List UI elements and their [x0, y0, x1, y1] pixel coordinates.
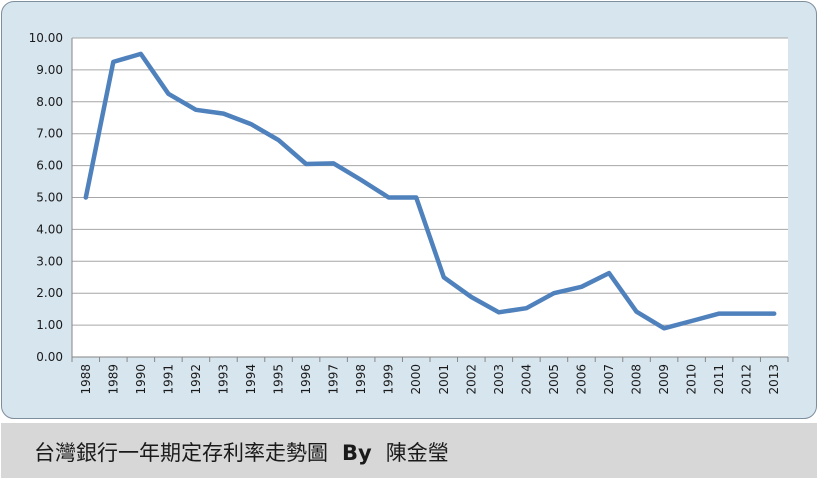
y-tick-label: 7.00	[36, 127, 63, 141]
x-tick-label: 1996	[299, 364, 313, 395]
y-tick-label: 3.00	[36, 254, 63, 268]
x-tick-label: 1995	[272, 364, 286, 395]
x-tick-label: 1999	[382, 364, 396, 395]
x-tick-label: 2003	[492, 364, 506, 395]
x-tick-label: 1988	[79, 364, 93, 395]
x-tick-label: 1991	[161, 364, 175, 395]
y-tick-label: 2.00	[36, 286, 63, 300]
x-tick-label: 2007	[602, 364, 616, 395]
y-tick-label: 5.00	[36, 191, 63, 205]
y-tick-label: 6.00	[36, 159, 63, 173]
line-chart: 0.00 1.00 2.00 3.00 4.00 5.00 6.00 7.00 8.00 9.00…	[0, 0, 820, 420]
x-tick-label: 1992	[189, 364, 203, 395]
x-tick-label: 2001	[437, 364, 451, 395]
x-tick-label: 2011	[712, 364, 726, 395]
x-tick-label: 1989	[106, 364, 120, 395]
x-tick-label: 2010	[685, 364, 699, 395]
x-tick-label: 1993	[216, 364, 230, 395]
x-tick-label: 1998	[354, 364, 368, 395]
caption-title: 台灣銀行一年期定存利率走勢圖	[34, 441, 328, 465]
x-tick-label: 2009	[657, 364, 671, 395]
caption-by: By	[342, 441, 372, 465]
y-tick-label: 0.00	[36, 350, 63, 364]
y-tick-label: 10.00	[29, 31, 63, 45]
y-tick-label: 8.00	[36, 95, 63, 109]
x-tick-label: 2002	[464, 364, 478, 395]
y-tick-label: 1.00	[36, 318, 63, 332]
caption-author: 陳金瑩	[386, 441, 449, 465]
x-tick-label: 2005	[547, 364, 561, 395]
x-tick-label: 1994	[244, 364, 258, 395]
x-tick-label: 2013	[767, 364, 781, 395]
x-tick-label: 2008	[630, 364, 644, 395]
x-tick-label: 1990	[134, 364, 148, 395]
chart-caption: 台灣銀行一年期定存利率走勢圖 By 陳金瑩	[34, 437, 449, 467]
x-tick-label: 2004	[519, 364, 533, 395]
x-tick-label: 2006	[574, 364, 588, 395]
x-tick-label: 2012	[740, 364, 754, 395]
x-tick-label: 2000	[409, 364, 423, 395]
y-tick-label: 4.00	[36, 222, 63, 236]
y-tick-label: 9.00	[36, 63, 63, 77]
caption-bar: 台灣銀行一年期定存利率走勢圖 By 陳金瑩	[1, 423, 817, 478]
x-tick-label: 1997	[327, 364, 341, 395]
